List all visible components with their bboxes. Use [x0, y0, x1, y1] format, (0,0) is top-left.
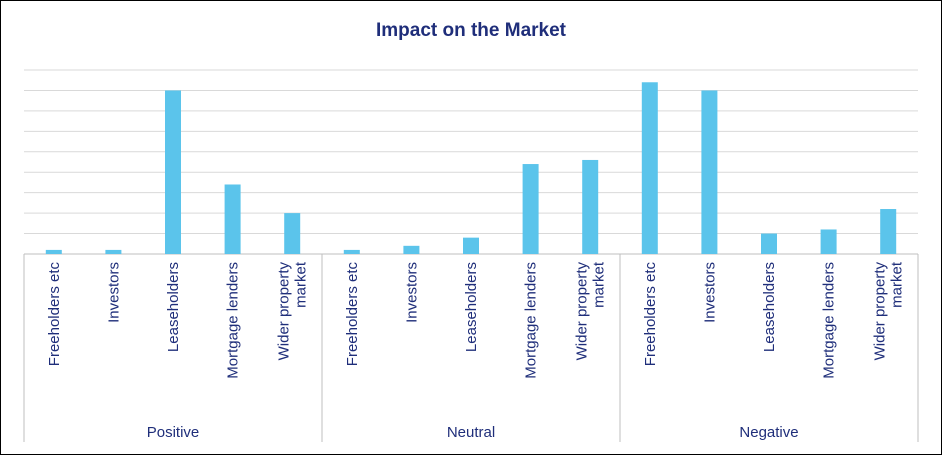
category-tick-label: Leaseholders: [463, 262, 480, 352]
category-tick-label: Mortgage lenders: [821, 262, 838, 379]
category-tick-label: Investors: [403, 262, 420, 323]
category-tick-label: Investors: [105, 262, 122, 323]
bar-negative-4: [880, 209, 897, 254]
category-tick-label: Mortgage lenders: [225, 262, 242, 379]
bar-neutral-2: [463, 237, 479, 254]
group-label-negative: Negative: [739, 424, 798, 441]
bar-neutral-4: [582, 159, 599, 254]
category-tick-label: Freeholders etc: [642, 262, 659, 367]
bar-neutral-1: [403, 245, 420, 254]
group-label-neutral: Neutral: [447, 424, 495, 441]
bar-neutral-3: [522, 164, 539, 254]
bar-positive-2: [165, 90, 181, 254]
bar-neutral-0: [343, 249, 360, 254]
category-tick-label: Wider propertymarket: [574, 261, 608, 360]
category-tick-label: Wider propertymarket: [872, 261, 906, 360]
category-tick-label: Wider propertymarket: [276, 261, 310, 360]
bar-negative-3: [820, 229, 837, 254]
chart-title: Impact on the Market: [375, 20, 567, 41]
category-tick-label: Leaseholders: [165, 262, 182, 352]
group-label-positive: Positive: [147, 424, 200, 441]
bar-positive-4: [284, 213, 301, 254]
category-tick-label: Investors: [701, 262, 718, 323]
bar-negative-2: [761, 233, 777, 254]
category-tick-label: Freeholders etc: [46, 262, 63, 367]
category-tick-label: Leaseholders: [761, 262, 778, 352]
category-tick-label: Freeholders etc: [344, 262, 361, 367]
category-tick-label: Mortgage lenders: [523, 262, 540, 379]
bar-positive-0: [45, 249, 62, 254]
bar-positive-1: [105, 249, 122, 254]
bar-negative-1: [701, 90, 718, 254]
bar-negative-0: [641, 82, 658, 255]
bar-positive-3: [224, 184, 241, 254]
